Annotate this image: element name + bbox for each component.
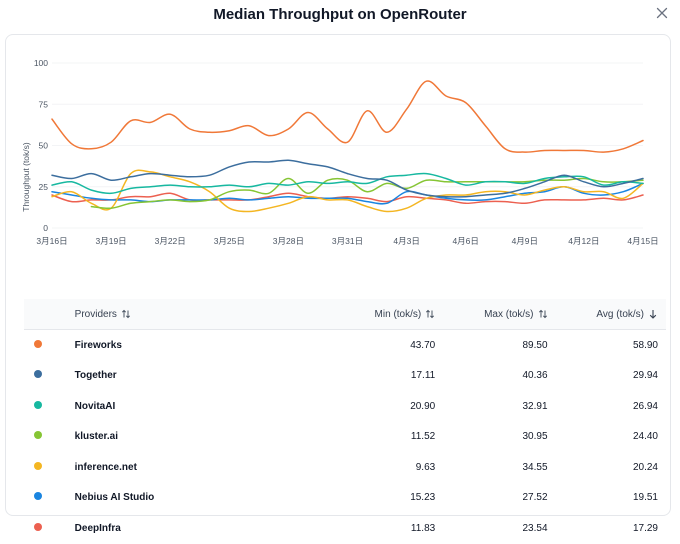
avg-header-label: Avg (tok/s) (596, 308, 644, 320)
min-value: 9.63 (415, 461, 436, 473)
providers-header-label: Providers (74, 308, 117, 320)
x-tick-label: 4月9日 (512, 236, 538, 246)
provider-color-dot (34, 370, 42, 379)
provider-name: Fireworks (74, 339, 122, 351)
x-tick-label: 3月16日 (36, 236, 67, 246)
x-tick-label: 4月3日 (393, 236, 419, 246)
table-row[interactable]: NovitaAI 20.90 32.91 26.94 (24, 391, 666, 422)
series-line-together (51, 159, 644, 198)
provider-color-dot (34, 400, 42, 409)
max-value: 34.55 (522, 461, 548, 473)
providers-table: Providers Min (tok/s) (24, 299, 666, 544)
table-row[interactable]: Together 17.11 40.36 29.94 (24, 361, 666, 392)
min-value: 43.70 (410, 339, 436, 351)
sort-down-icon (649, 310, 657, 319)
avg-value: 17.29 (632, 522, 658, 534)
max-column-header[interactable]: Max (tok/s) (443, 299, 556, 330)
providers-column-header[interactable]: Providers (73, 299, 331, 330)
max-value: 89.50 (522, 339, 548, 351)
provider-color-cell (24, 361, 74, 392)
avg-value: 26.94 (632, 400, 658, 412)
min-column-header[interactable]: Min (tok/s) (330, 299, 444, 330)
series-line-fireworks (51, 80, 644, 153)
table-row[interactable]: DeepInfra 11.83 23.54 17.29 (24, 513, 666, 544)
provider-color-cell (24, 452, 74, 483)
table-row[interactable]: inference.net 9.63 34.55 20.24 (24, 452, 666, 483)
series-line-inference-net (51, 169, 644, 213)
close-button[interactable] (652, 3, 672, 23)
table-row[interactable]: Nebius AI Studio 15.23 27.52 19.51 (24, 483, 666, 514)
avg-value: 24.40 (632, 431, 658, 443)
provider-color-cell (24, 513, 74, 544)
max-value: 23.54 (522, 522, 548, 534)
x-tick-label: 3月31日 (332, 236, 363, 246)
y-tick-label: 100 (34, 58, 48, 68)
modal-title: Median Throughput on OpenRouter (213, 6, 467, 23)
providers-table-wrap: Providers Min (tok/s) (24, 299, 666, 544)
sort-both-icon (426, 309, 435, 319)
x-tick-label: 3月22日 (155, 236, 186, 246)
provider-color-dot (34, 461, 42, 470)
provider-color-dot (34, 522, 42, 531)
provider-name: DeepInfra (74, 522, 121, 534)
min-value: 20.90 (410, 400, 436, 412)
close-icon (656, 7, 668, 19)
table-row[interactable]: kluster.ai 11.52 30.95 24.40 (24, 422, 666, 453)
provider-name: NovitaAI (74, 400, 116, 412)
sort-both-icon (538, 309, 547, 319)
provider-color-dot (34, 339, 42, 348)
min-value: 15.23 (410, 492, 436, 504)
x-tick-label: 4月6日 (452, 236, 478, 246)
provider-color-cell (24, 391, 74, 422)
color-column-header (24, 299, 74, 330)
min-value: 17.11 (410, 370, 436, 382)
y-axis-label: Throughput (tok/s) (21, 142, 31, 212)
y-tick-label: 25 (39, 182, 49, 192)
avg-value: 58.90 (632, 339, 658, 351)
provider-color-cell (24, 483, 74, 514)
x-tick-label: 4月15日 (627, 236, 658, 246)
throughput-chart: 0 25 50 75 100 3月16日 3月19日 3月22日 3月25日 3月28日 3月31… (21, 58, 659, 246)
provider-color-dot (34, 492, 42, 501)
max-header-label: Max (tok/s) (484, 308, 534, 320)
min-value: 11.83 (410, 522, 436, 534)
series-line-deepinfra (51, 192, 644, 205)
table-row[interactable]: Fireworks 43.70 89.50 58.90 (24, 330, 666, 361)
provider-color-cell (24, 422, 74, 453)
x-tick-label: 3月19日 (96, 236, 127, 246)
sort-both-icon (121, 309, 130, 319)
provider-name: Together (74, 370, 117, 382)
y-tick-label: 50 (39, 141, 49, 151)
provider-name: kluster.ai (74, 431, 119, 443)
avg-value: 29.94 (632, 370, 658, 382)
provider-color-cell (24, 330, 74, 361)
x-tick-label: 3月25日 (214, 236, 245, 246)
provider-name: Nebius AI Studio (74, 492, 155, 504)
max-value: 32.91 (522, 400, 548, 412)
x-tick-label: 3月28日 (273, 236, 304, 246)
max-value: 27.52 (522, 492, 548, 504)
y-tick-label: 0 (43, 223, 48, 233)
table-header-row: Providers Min (tok/s) (24, 299, 666, 330)
chart-card: 0 25 50 75 100 3月16日 3月19日 3月22日 3月25日 3月28日 3月31… (5, 34, 671, 534)
min-header-label: Min (tok/s) (374, 308, 422, 320)
series-line-novitaai (51, 172, 644, 195)
avg-value: 20.24 (632, 461, 658, 473)
max-value: 30.95 (522, 431, 548, 443)
provider-color-dot (34, 431, 42, 440)
min-value: 11.52 (410, 431, 436, 443)
provider-name: inference.net (74, 461, 137, 473)
avg-value: 19.51 (632, 492, 658, 504)
max-value: 40.36 (522, 370, 548, 382)
x-tick-label: 4月12日 (568, 236, 599, 246)
avg-column-header[interactable]: Avg (tok/s) (555, 299, 666, 330)
y-tick-label: 75 (39, 99, 49, 109)
